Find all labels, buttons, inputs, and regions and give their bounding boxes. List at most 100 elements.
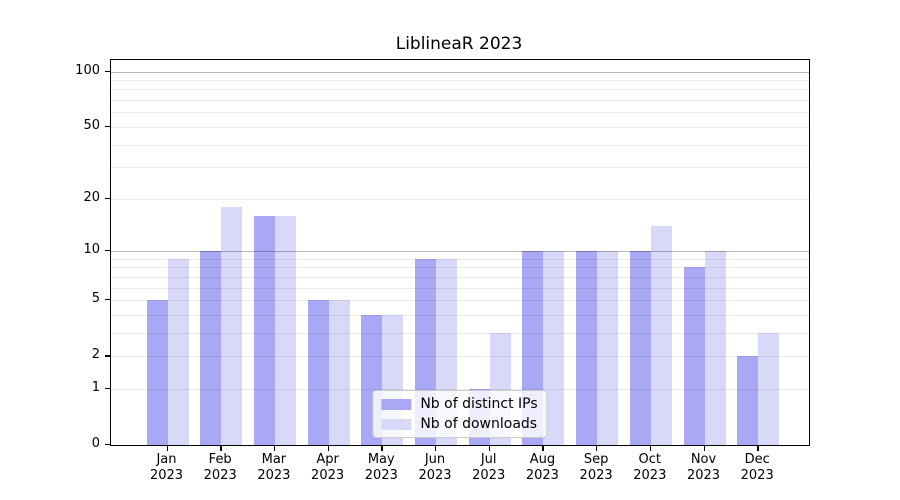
x-tick-mark-apr bbox=[327, 445, 329, 451]
x-tick-label-month: Sep bbox=[583, 452, 609, 467]
bar-ips-jan bbox=[146, 300, 168, 445]
x-tick-mark-oct bbox=[649, 445, 652, 451]
x-tick-label-year: 2023 bbox=[311, 468, 345, 483]
x-tick-label-month: Mar bbox=[261, 452, 287, 467]
x-tick-mark-dec bbox=[757, 445, 759, 451]
x-tick-label-year: 2023 bbox=[257, 468, 291, 483]
plot-area: Nb of distinct IPs Nb of downloads bbox=[110, 59, 810, 446]
x-tick-label-oct: Oct 2023 bbox=[615, 452, 685, 484]
gridline-minor-80 bbox=[111, 89, 809, 91]
x-tick-label-year: 2023 bbox=[525, 468, 559, 483]
x-tick-mark-may bbox=[381, 445, 383, 451]
x-tick-label-year: 2023 bbox=[418, 468, 452, 483]
x-tick-label-month: Jul bbox=[480, 452, 497, 467]
x-tick-label-year: 2023 bbox=[633, 468, 667, 483]
y-tick-mark-50 bbox=[105, 125, 110, 128]
gridline-minor-90 bbox=[111, 80, 809, 82]
x-tick-label-aug: Aug 2023 bbox=[507, 452, 577, 484]
x-tick-label-month: Feb bbox=[208, 452, 232, 467]
x-tick-label-may: May 2023 bbox=[346, 452, 416, 484]
x-tick-label-apr: Apr 2023 bbox=[293, 452, 363, 484]
gridline-minor-9 bbox=[111, 258, 809, 260]
y-tick-mark-5 bbox=[105, 299, 110, 301]
x-tick-label-jun: Jun 2023 bbox=[400, 452, 470, 484]
y-tick-label-5: 5 bbox=[91, 291, 100, 307]
gridline-minor-1 bbox=[111, 388, 809, 390]
x-tick-label-feb: Feb 2023 bbox=[185, 452, 255, 484]
bar-ips-nov bbox=[683, 267, 705, 445]
y-tick-label-2: 2 bbox=[91, 347, 100, 363]
bars-layer bbox=[111, 60, 809, 445]
bar-ips-feb bbox=[200, 250, 222, 445]
bar-downloads-feb bbox=[221, 206, 243, 445]
bar-downloads-aug bbox=[543, 250, 565, 445]
bar-downloads-jan bbox=[167, 258, 189, 445]
x-tick-mark-jan bbox=[166, 445, 168, 451]
x-tick-label-mar: Mar 2023 bbox=[239, 452, 309, 484]
x-tick-label-month: Nov bbox=[690, 452, 717, 467]
y-tick-label-1: 1 bbox=[91, 379, 100, 395]
legend-swatch-downloads-icon bbox=[381, 418, 412, 430]
bar-downloads-mar bbox=[274, 215, 296, 445]
gridline-minor-8 bbox=[111, 267, 809, 269]
gridline-minor-7 bbox=[111, 276, 809, 278]
bar-ips-apr bbox=[307, 300, 329, 445]
legend: Nb of distinct IPs Nb of downloads bbox=[372, 390, 548, 438]
legend-label-downloads: Nb of downloads bbox=[420, 416, 538, 432]
gridline-major-10 bbox=[111, 250, 809, 252]
x-tick-label-year: 2023 bbox=[203, 468, 237, 483]
x-tick-mark-feb bbox=[220, 445, 222, 451]
y-tick-mark-20 bbox=[105, 197, 110, 200]
x-tick-label-month: Jan bbox=[156, 452, 177, 467]
x-tick-label-jan: Jan 2023 bbox=[132, 452, 202, 484]
x-tick-label-nov: Nov 2023 bbox=[669, 452, 739, 484]
x-tick-label-year: 2023 bbox=[149, 468, 184, 483]
x-tick-label-dec: Dec 2023 bbox=[722, 452, 792, 484]
bar-downloads-apr bbox=[328, 300, 350, 445]
x-tick-label-year: 2023 bbox=[686, 468, 721, 483]
bar-downloads-sep bbox=[597, 250, 619, 445]
x-tick-label-sep: Sep 2023 bbox=[561, 452, 631, 484]
x-tick-label-jul: Jul 2023 bbox=[454, 452, 524, 484]
gridline-minor-60 bbox=[111, 112, 809, 114]
x-tick-label-year: 2023 bbox=[364, 468, 398, 483]
y-tick-mark-10 bbox=[105, 249, 110, 252]
y-tick-mark-2 bbox=[105, 355, 110, 357]
gridline-minor-3 bbox=[111, 332, 809, 334]
y-tick-label-100: 100 bbox=[75, 62, 100, 78]
gridline-minor-2 bbox=[111, 356, 809, 358]
gridline-minor-4 bbox=[111, 314, 809, 316]
gridline-major-100 bbox=[111, 71, 809, 73]
x-tick-label-month: Oct bbox=[638, 452, 662, 467]
y-tick-label-20: 20 bbox=[83, 189, 100, 205]
x-tick-mark-aug bbox=[542, 445, 544, 451]
x-tick-label-month: Jun bbox=[424, 452, 446, 467]
gridline-minor-70 bbox=[111, 100, 809, 102]
grid-layer bbox=[111, 60, 809, 445]
y-tick-label-10: 10 bbox=[83, 241, 100, 257]
gridline-minor-20 bbox=[111, 198, 809, 200]
y-tick-label-50: 50 bbox=[83, 117, 100, 133]
y-tick-label-0: 0 bbox=[91, 436, 100, 451]
legend-item-distinct-ips: Nb of distinct IPs bbox=[381, 396, 538, 412]
x-tick-label-month: Apr bbox=[316, 452, 339, 467]
y-tick-mark-1 bbox=[105, 387, 110, 390]
bar-downloads-oct bbox=[650, 225, 672, 445]
gridline-minor-6 bbox=[111, 287, 809, 289]
x-tick-label-month: Aug bbox=[529, 452, 556, 467]
x-tick-mark-jun bbox=[435, 445, 437, 451]
bar-ips-oct bbox=[629, 250, 651, 445]
gridline-minor-5 bbox=[111, 300, 809, 302]
chart-title: LiblineaR 2023 bbox=[395, 34, 523, 54]
gridline-minor-40 bbox=[111, 144, 809, 146]
legend-item-downloads: Nb of downloads bbox=[381, 416, 537, 432]
bar-downloads-dec bbox=[758, 332, 780, 445]
legend-swatch-distinct-ips-icon bbox=[381, 398, 412, 410]
x-tick-mark-mar bbox=[273, 445, 276, 451]
x-tick-mark-nov bbox=[703, 445, 705, 451]
y-tick-mark-0 bbox=[105, 444, 110, 446]
x-tick-label-year: 2023 bbox=[740, 468, 774, 483]
x-tick-label-month: May bbox=[367, 452, 395, 467]
legend-label-distinct-ips: Nb of distinct IPs bbox=[420, 396, 538, 412]
bar-ips-mar bbox=[253, 215, 275, 445]
